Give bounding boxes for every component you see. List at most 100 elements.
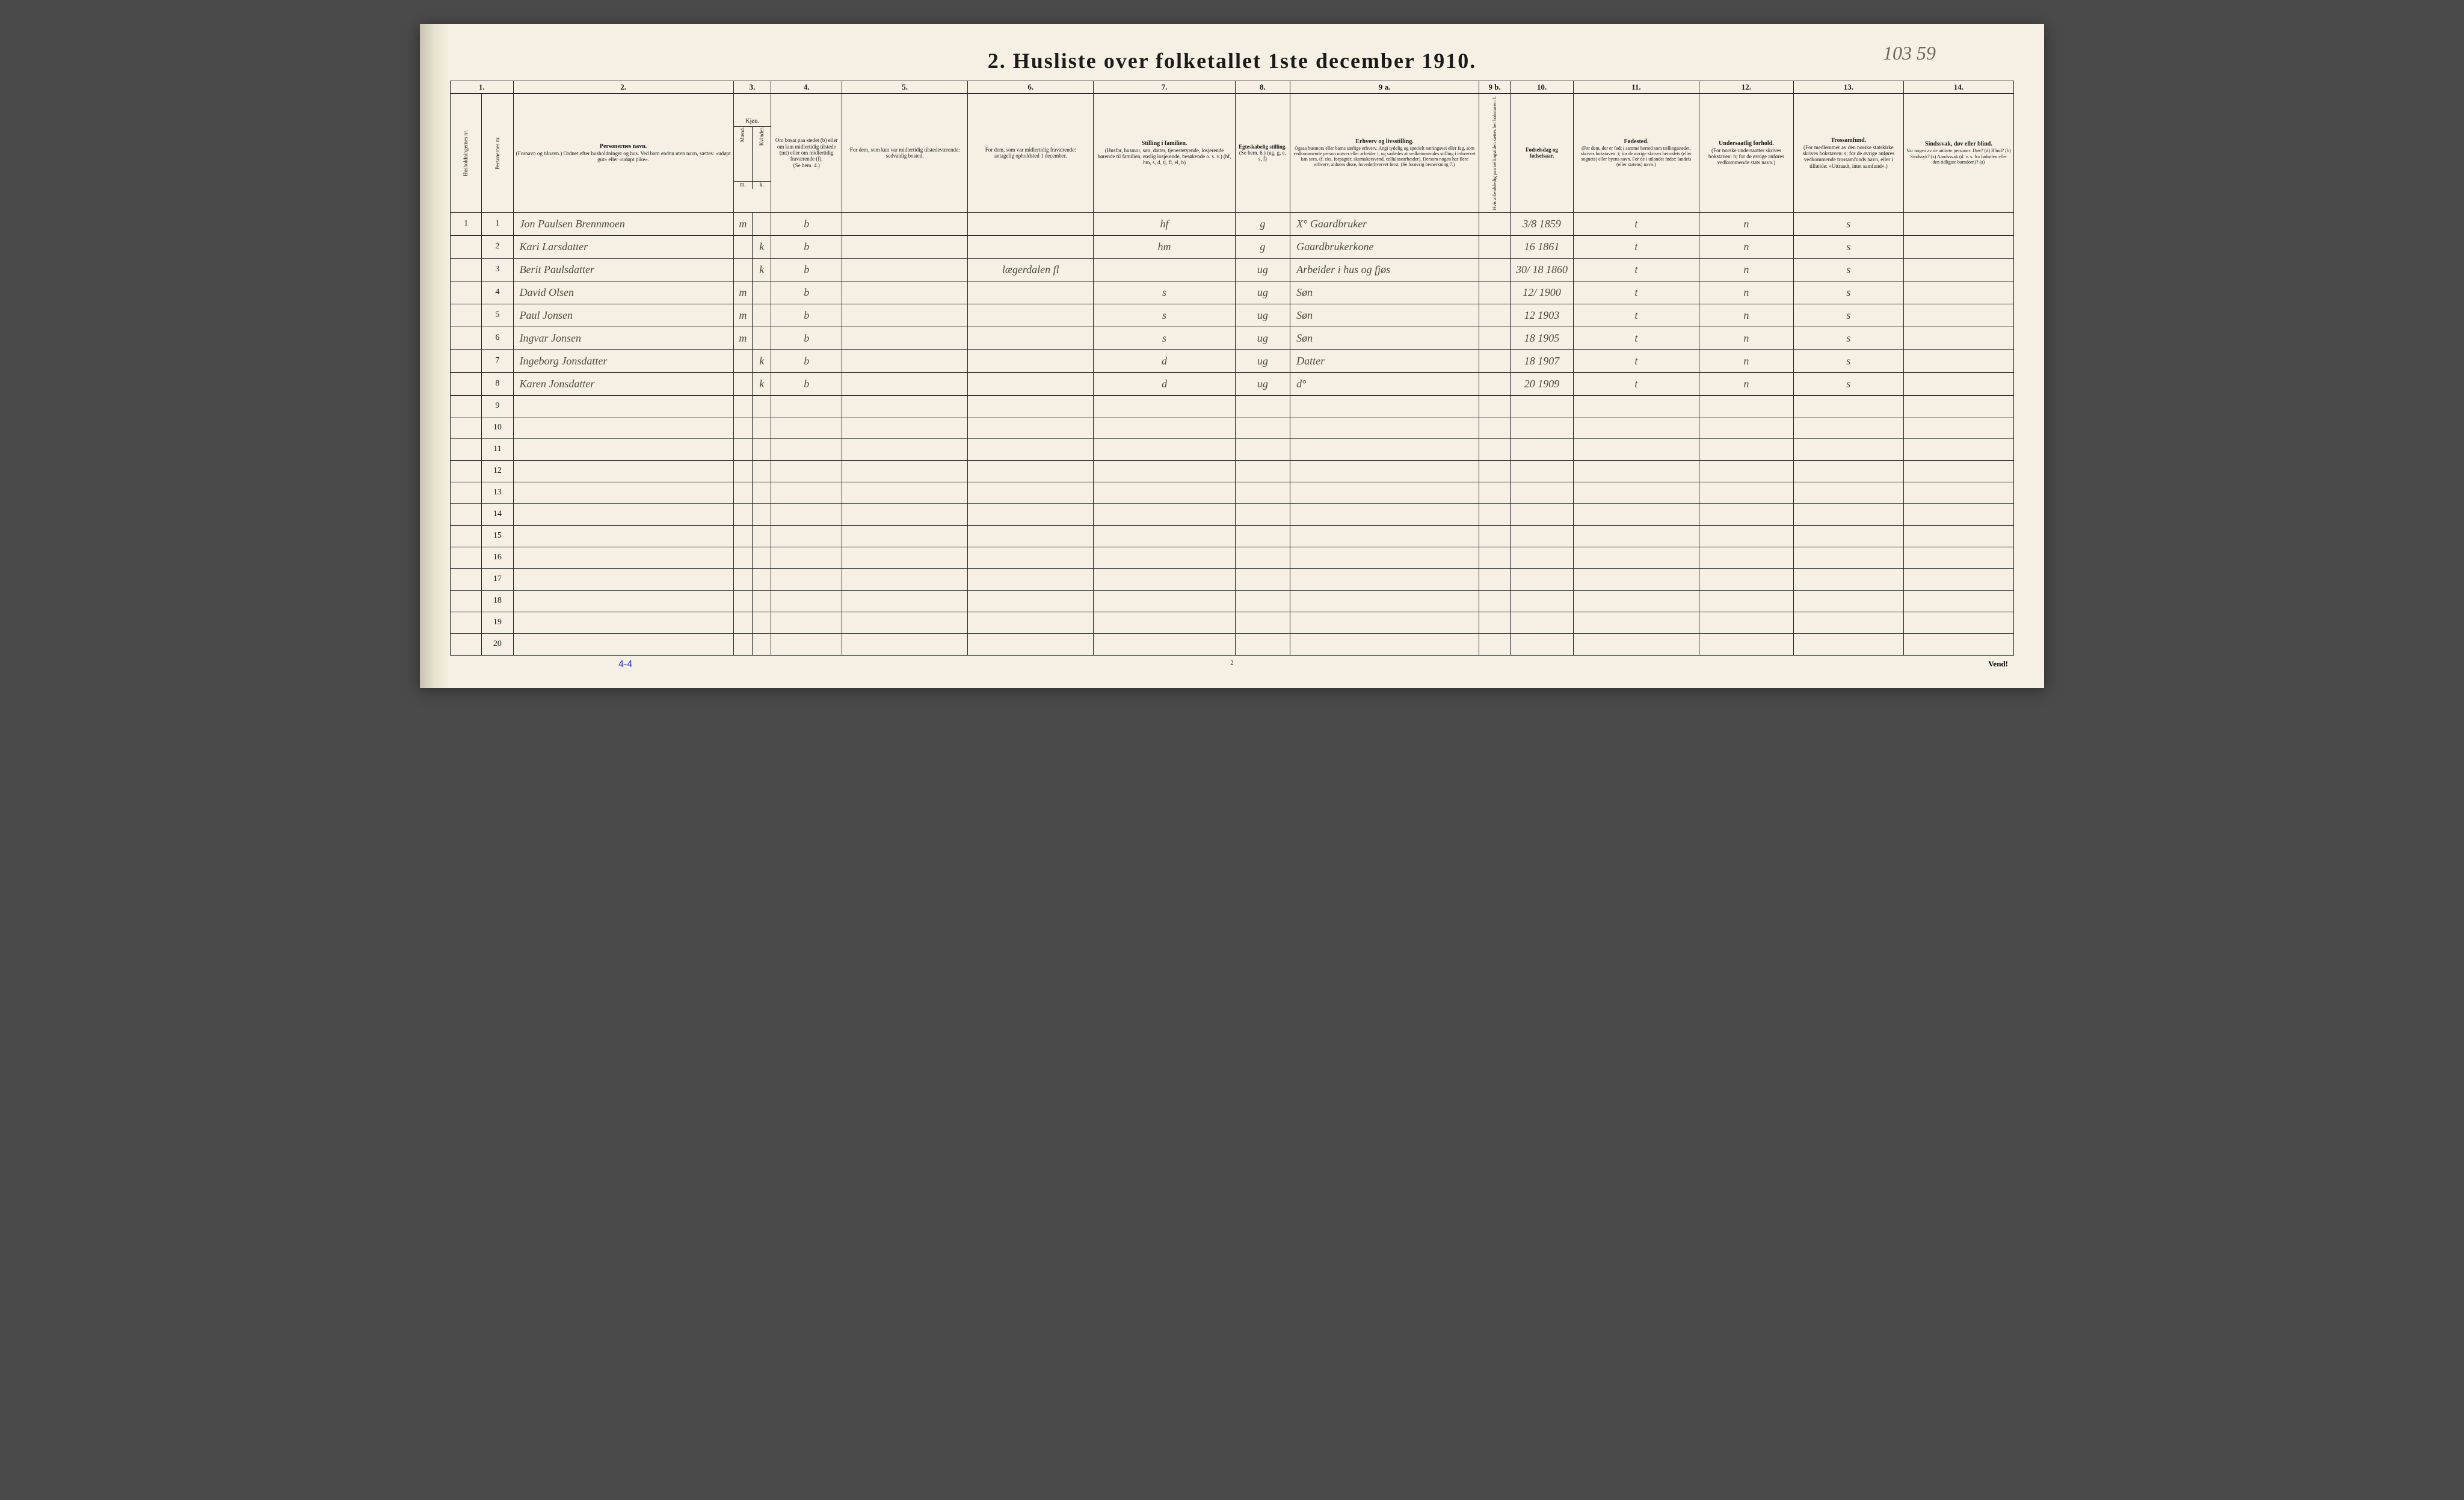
cell-household-nr bbox=[451, 568, 482, 590]
cell-residence: b bbox=[771, 304, 842, 327]
cell-empty bbox=[1699, 438, 1793, 460]
cell-empty bbox=[1903, 633, 2013, 655]
table-row: 8 Karen Jonsdatter k b d ug d° 20 1909 t… bbox=[451, 372, 2014, 395]
cell-empty bbox=[1479, 612, 1510, 633]
colnum-8: 8. bbox=[1235, 81, 1290, 94]
cell-empty bbox=[1235, 460, 1290, 482]
cell-empty bbox=[1793, 525, 1903, 547]
cell-religion: s bbox=[1793, 327, 1903, 349]
cell-empty bbox=[1793, 460, 1903, 482]
hdr-person-nr-label: Personernes nr. bbox=[494, 137, 501, 170]
colnum-3: 3. bbox=[733, 81, 771, 94]
cell-empty bbox=[968, 438, 1094, 460]
cell-residence: b bbox=[771, 372, 842, 395]
hdr-c8-main: Egteskabelig stilling. bbox=[1239, 144, 1287, 150]
cell-empty bbox=[733, 460, 752, 482]
cell-sex-m bbox=[733, 235, 752, 258]
cell-empty bbox=[1094, 503, 1235, 525]
cell-empty bbox=[733, 438, 752, 460]
cell-birthplace: t bbox=[1573, 327, 1699, 349]
cell-disability bbox=[1903, 304, 2013, 327]
hdr-name-main: Personernes navn. bbox=[600, 143, 647, 150]
page-footer: 4-4 2 Vend! bbox=[450, 659, 2014, 670]
table-row-empty: 13 bbox=[451, 482, 2014, 503]
cell-empty bbox=[753, 482, 771, 503]
colnum-13: 13. bbox=[1793, 81, 1903, 94]
cell-religion: s bbox=[1793, 212, 1903, 235]
cell-empty bbox=[1793, 633, 1903, 655]
cell-sex-m: m bbox=[733, 327, 752, 349]
cell-empty bbox=[1290, 525, 1479, 547]
table-row-empty: 19 bbox=[451, 612, 2014, 633]
footer-left-note: 4-4 bbox=[618, 659, 632, 670]
cell-empty bbox=[513, 525, 733, 547]
cell-name: Ingvar Jonsen bbox=[513, 327, 733, 349]
cell-residence: b bbox=[771, 349, 842, 372]
cell-marital: g bbox=[1235, 235, 1290, 258]
cell-empty bbox=[968, 525, 1094, 547]
cell-disability bbox=[1903, 372, 2013, 395]
hdr-unemployed: Hvis arbeidsledig paa tællingstiden sætt… bbox=[1479, 93, 1510, 212]
cell-empty bbox=[1235, 417, 1290, 438]
cell-c6 bbox=[968, 235, 1094, 258]
cell-c6 bbox=[968, 349, 1094, 372]
hdr-household-nr: Husholdningernes nr. bbox=[451, 93, 482, 212]
cell-person-nr: 20 bbox=[482, 633, 513, 655]
cell-empty bbox=[513, 395, 733, 417]
cell-family-pos: s bbox=[1094, 304, 1235, 327]
cell-sex-k: k bbox=[753, 258, 771, 281]
cell-c6 bbox=[968, 372, 1094, 395]
cell-empty bbox=[842, 568, 968, 590]
cell-sex-m bbox=[733, 258, 752, 281]
hdr-c6-sub: antagelig opholdsted 1 december. bbox=[970, 153, 1091, 159]
cell-empty bbox=[1235, 590, 1290, 612]
cell-empty bbox=[771, 460, 842, 482]
cell-empty bbox=[1235, 547, 1290, 568]
table-row-empty: 15 bbox=[451, 525, 2014, 547]
cell-sex-k bbox=[753, 212, 771, 235]
cell-person-nr: 11 bbox=[482, 438, 513, 460]
cell-empty bbox=[1479, 460, 1510, 482]
colnum-9b: 9 b. bbox=[1479, 81, 1510, 94]
hdr-residence-main: Om bosat paa stedet (b) eller om kun mid… bbox=[774, 137, 839, 162]
cell-c5 bbox=[842, 235, 968, 258]
cell-religion: s bbox=[1793, 304, 1903, 327]
hdr-religion: Trossamfund. (For medlemmer av den norsk… bbox=[1793, 93, 1903, 212]
cell-name: Jon Paulsen Brennmoen bbox=[513, 212, 733, 235]
cell-birthdate: 12 1903 bbox=[1511, 304, 1574, 327]
cell-empty bbox=[1573, 590, 1699, 612]
cell-empty bbox=[1699, 525, 1793, 547]
cell-empty bbox=[513, 417, 733, 438]
cell-empty bbox=[1903, 395, 2013, 417]
top-right-annotation: 103 59 bbox=[1883, 42, 1936, 64]
hdr-nationality: Undersaatlig forhold. (For norske unders… bbox=[1699, 93, 1793, 212]
cell-household-nr: 1 bbox=[451, 212, 482, 235]
cell-empty bbox=[1094, 547, 1235, 568]
cell-empty bbox=[842, 590, 968, 612]
cell-family-pos: d bbox=[1094, 372, 1235, 395]
cell-nationality: n bbox=[1699, 349, 1793, 372]
cell-name: Paul Jonsen bbox=[513, 304, 733, 327]
cell-unemployed bbox=[1479, 304, 1510, 327]
cell-empty bbox=[1290, 612, 1479, 633]
cell-person-nr: 4 bbox=[482, 281, 513, 304]
cell-marital: ug bbox=[1235, 258, 1290, 281]
cell-occupation: X° Gaardbruker bbox=[1290, 212, 1479, 235]
cell-empty bbox=[1573, 460, 1699, 482]
cell-empty bbox=[1793, 612, 1903, 633]
cell-name: Kari Larsdatter bbox=[513, 235, 733, 258]
cell-person-nr: 8 bbox=[482, 372, 513, 395]
cell-empty bbox=[1235, 633, 1290, 655]
cell-religion: s bbox=[1793, 235, 1903, 258]
cell-household-nr bbox=[451, 525, 482, 547]
cell-religion: s bbox=[1793, 258, 1903, 281]
cell-empty bbox=[1235, 568, 1290, 590]
table-row-empty: 9 bbox=[451, 395, 2014, 417]
hdr-c11-sub: (For dem, der er født i samme herred som… bbox=[1576, 146, 1696, 168]
column-number-row: 1. 2. 3. 4. 5. 6. 7. 8. 9 a. 9 b. 10. 11… bbox=[451, 81, 2014, 94]
cell-sex-m: m bbox=[733, 212, 752, 235]
cell-empty bbox=[753, 503, 771, 525]
cell-empty bbox=[753, 460, 771, 482]
cell-empty bbox=[753, 395, 771, 417]
cell-empty bbox=[1479, 395, 1510, 417]
